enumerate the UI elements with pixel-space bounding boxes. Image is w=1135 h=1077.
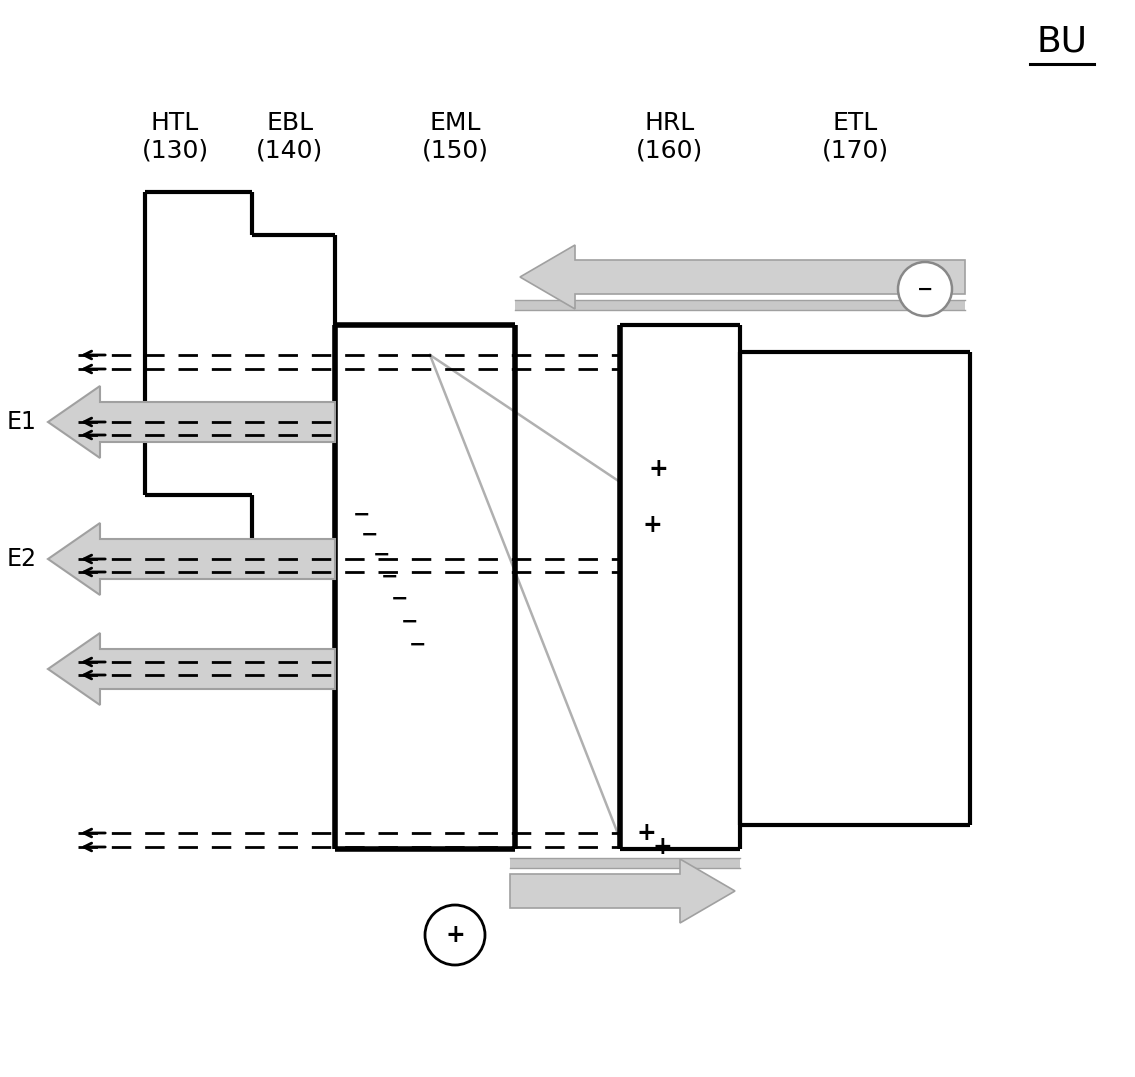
Circle shape <box>424 905 485 965</box>
Polygon shape <box>510 859 735 923</box>
Text: HRL
(160): HRL (160) <box>637 111 704 163</box>
Text: −: − <box>402 612 419 632</box>
Text: −: − <box>361 524 379 545</box>
Text: −: − <box>917 280 933 298</box>
Text: EML
(150): EML (150) <box>421 111 488 163</box>
Text: ETL
(170): ETL (170) <box>822 111 889 163</box>
Text: EBL
(140): EBL (140) <box>257 111 323 163</box>
Text: +: + <box>653 835 672 859</box>
Polygon shape <box>520 244 965 309</box>
Text: +: + <box>445 923 465 947</box>
Circle shape <box>898 262 952 316</box>
Text: −: − <box>373 545 390 565</box>
Text: E1: E1 <box>7 410 37 434</box>
Text: +: + <box>642 513 662 537</box>
Text: −: − <box>392 589 409 609</box>
Polygon shape <box>48 633 335 705</box>
Text: BU: BU <box>1036 25 1087 59</box>
Text: E2: E2 <box>7 547 37 571</box>
Text: +: + <box>648 457 667 481</box>
Text: −: − <box>353 505 371 524</box>
Polygon shape <box>48 386 335 458</box>
Text: HTL
(130): HTL (130) <box>142 111 209 163</box>
Text: −: − <box>381 567 398 587</box>
Text: −: − <box>410 635 427 655</box>
Text: +: + <box>636 821 656 845</box>
Polygon shape <box>48 523 335 595</box>
